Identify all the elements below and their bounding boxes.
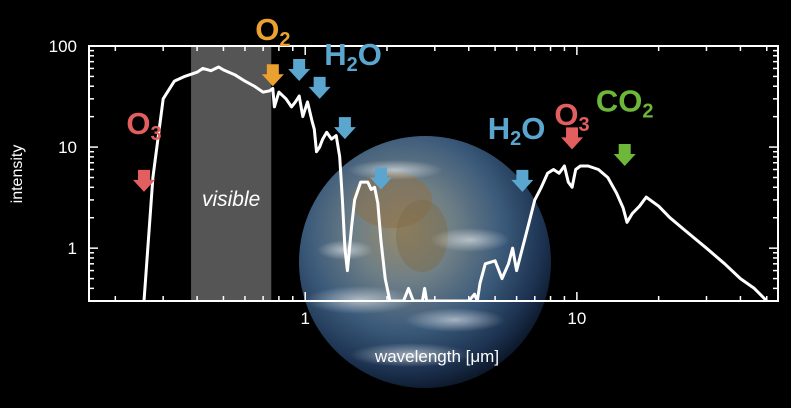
molecule-label-subscript: 3 <box>579 114 590 136</box>
molecule-label-subscript: 2 <box>347 54 358 76</box>
absorption-arrow <box>369 167 392 190</box>
molecule-label: O3 <box>554 97 589 136</box>
visible-band <box>191 46 272 301</box>
x-axis-label: wavelength [μm] <box>374 347 499 366</box>
molecule-label-main: O <box>126 106 150 141</box>
molecule-label-subscript: 3 <box>150 123 161 145</box>
y-tick-label: 100 <box>49 37 77 56</box>
absorption-arrow <box>613 143 636 166</box>
absorption-arrow <box>511 169 534 192</box>
molecule-label-subscript: 2 <box>642 100 653 122</box>
molecule-label: O3 <box>126 106 161 145</box>
spectrum-series-line <box>142 65 769 301</box>
molecule-label-suffix: O <box>521 111 545 146</box>
molecule-label-main: H <box>324 37 346 72</box>
molecule-label: H2O <box>488 111 546 150</box>
axis-ticks <box>89 45 778 302</box>
molecule-label-main: CO <box>596 83 643 118</box>
absorption-arrow <box>308 76 331 99</box>
absorption-arrow <box>261 64 284 87</box>
visible-band-label: visible <box>202 188 260 211</box>
molecule-label-main: H <box>488 111 510 146</box>
axis-tick-labels: 1 10 1 10 100 <box>49 37 587 328</box>
y-tick-label: 10 <box>58 138 77 157</box>
absorption-arrow <box>333 117 356 140</box>
molecule-label-subscript: 2 <box>510 128 521 150</box>
molecule-label-main: O <box>255 12 279 47</box>
x-tick-label: 1 <box>300 309 309 328</box>
molecule-label: CO2 <box>596 83 654 122</box>
x-tick-label: 10 <box>567 309 586 328</box>
molecule-label: O2 <box>255 12 290 51</box>
molecule-label-main: O <box>554 97 578 132</box>
absorption-arrow <box>288 59 311 82</box>
molecule-label-subscript: 2 <box>279 29 290 51</box>
molecule-label-suffix: O <box>358 37 382 72</box>
y-axis-label: intensity <box>9 145 26 204</box>
absorption-arrow <box>132 169 155 192</box>
y-tick-label: 1 <box>68 239 77 258</box>
absorption-arrow <box>561 127 584 150</box>
molecule-label: H2O <box>324 37 382 76</box>
